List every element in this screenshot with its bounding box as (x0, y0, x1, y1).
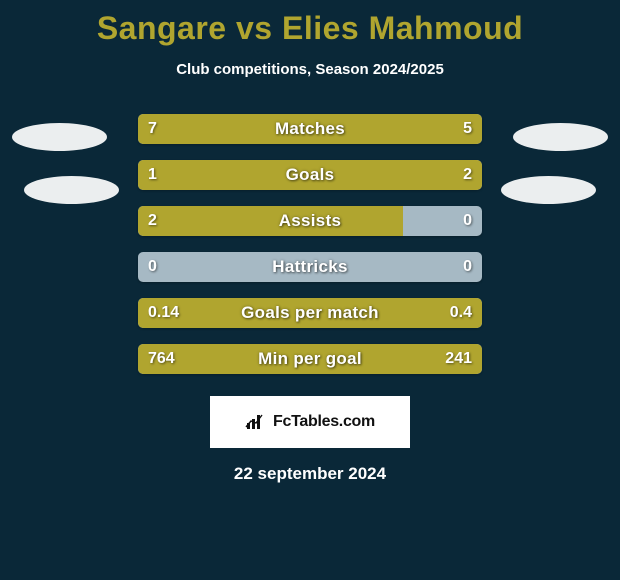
stats-container: 75Matches 12Goals 20Assists 00Hattricks 0.14… (0, 114, 620, 374)
stat-row: 764241Min per goal (0, 344, 620, 374)
stat-label: Hattricks (138, 257, 482, 277)
stat-label: Min per goal (138, 349, 482, 369)
stat-bar-track: 764241Min per goal (138, 344, 482, 374)
stat-bar-track: 75Matches (138, 114, 482, 144)
stat-label: Matches (138, 119, 482, 139)
subtitle: Club competitions, Season 2024/2025 (0, 61, 620, 78)
stat-row: 00Hattricks (0, 252, 620, 282)
brand-badge: FcTables.com (210, 396, 410, 448)
stat-row: 0.140.4Goals per match (0, 298, 620, 328)
bar-chart-icon (245, 413, 267, 431)
stat-bar-track: 00Hattricks (138, 252, 482, 282)
stat-label: Goals per match (138, 303, 482, 323)
stat-bar-track: 20Assists (138, 206, 482, 236)
stat-bar-track: 12Goals (138, 160, 482, 190)
page-title: Sangare vs Elies Mahmoud (0, 0, 620, 47)
stat-row: 75Matches (0, 114, 620, 144)
stat-row: 20Assists (0, 206, 620, 236)
date-line: 22 september 2024 (0, 464, 620, 484)
stat-row: 12Goals (0, 160, 620, 190)
stat-bar-track: 0.140.4Goals per match (138, 298, 482, 328)
stat-label: Assists (138, 211, 482, 231)
stat-label: Goals (138, 165, 482, 185)
brand-text: FcTables.com (273, 413, 375, 431)
